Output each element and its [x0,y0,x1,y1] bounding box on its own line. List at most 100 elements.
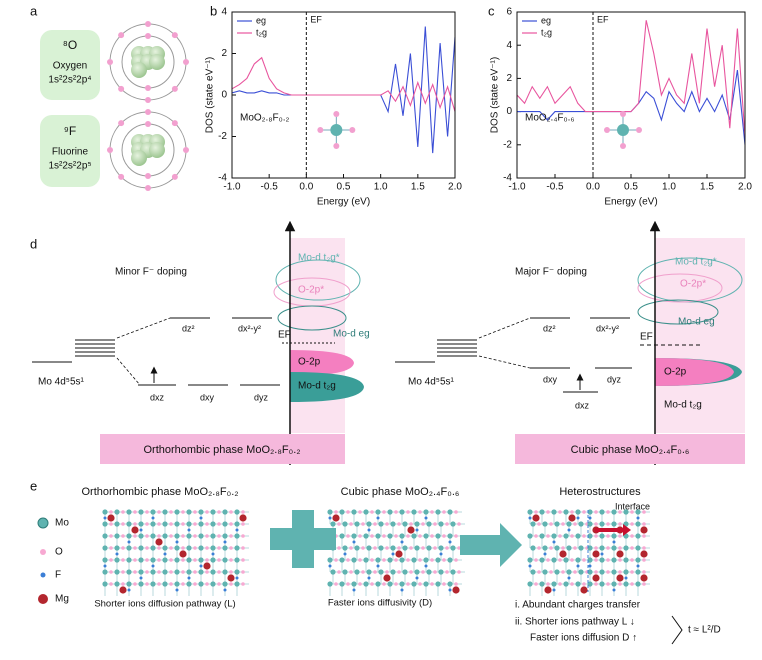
lattice-f [352,540,356,544]
lattice-mg [227,574,235,582]
lattice-mo [378,545,384,551]
lattice-o [618,582,622,586]
lattice-mo [363,557,369,563]
lattice-mg [592,550,600,558]
lattice-mo [354,569,360,575]
electron [118,32,125,39]
lattice-o [157,510,161,514]
doping-title: Major F⁻ doping [515,267,587,278]
lattice-o [445,570,449,574]
lattice-f [600,552,604,556]
lattice-f [376,564,380,568]
lattice-mo [402,569,408,575]
band-label: Mo-d eɡ [333,329,370,340]
lattice-mo [611,557,617,563]
x-tick-label: 0.0 [299,182,313,193]
lattice-mo [174,545,180,551]
lattice-mo [575,557,581,563]
lattice-f [367,528,371,532]
lattice-o [606,558,610,562]
band-background [655,238,745,433]
lattice-f [588,564,592,568]
lattice-mo [138,533,144,539]
atom-icons [107,21,189,191]
lattice-o [193,534,197,538]
lattice-mo [530,521,536,527]
lattice-o [346,510,350,514]
lattice-o [418,558,422,562]
lattice-mo [102,569,108,575]
lattice-o [549,522,553,526]
band-o2p [290,350,354,376]
lattice-o [217,534,221,538]
level-label: dxy [543,374,558,384]
lattice-mo [222,569,228,575]
lattice-mo [351,533,357,539]
level-label: dx²-y² [596,323,619,333]
lattice-mo [186,533,192,539]
dos-charts: -1.0 -0.5 0.0 0.5 1.0 1.5 2.0 -4 -2 0 2 4 eɡ t₂ɡ EF Ene… [205,7,753,208]
level-label: dyz [607,374,622,384]
lattice-mo [351,581,357,587]
lattice-o [241,558,245,562]
band-outline [277,305,347,331]
panel-label: b [210,3,217,18]
lattice-mo [587,557,593,563]
lattice-o [217,510,221,514]
lattice-o [205,534,209,538]
lattice-mo [435,581,441,587]
atomic-config: Mo 4d⁵5s¹ [408,377,455,388]
lattice-mg [119,586,127,594]
atom-symbol: ⁸O [63,38,77,52]
level-label: dx²-y² [238,323,261,333]
lattice-mo [126,581,132,587]
lattice-o [157,546,161,550]
lattice-o [169,534,173,538]
lattice-mo [438,569,444,575]
lattice-o [642,570,646,574]
lattice-mg [332,514,340,522]
lattice-mo [102,545,108,551]
legend-f [40,572,46,578]
atom-name: Oxygen [53,61,87,72]
lattice-mo [102,557,108,563]
lattice-o [349,522,353,526]
lattice-f [115,552,119,556]
lattice-mo [150,509,156,515]
lattice-mo [351,509,357,515]
lattice-f [328,564,332,568]
lattice-o [570,582,574,586]
lattice-mo [399,533,405,539]
lattice-mo [174,557,180,563]
lattice-mo [423,533,429,539]
lattice-o [181,546,185,550]
lattice-o [334,558,338,562]
lattice-mo [539,581,545,587]
lattice-mo [354,521,360,527]
legend-o [40,549,46,555]
lattice-mo [635,533,641,539]
lattice-mo [551,557,557,563]
lattice-o [361,546,365,550]
panel-label: d [30,236,37,251]
lattice-o [370,534,374,538]
lattice-mo [527,557,533,563]
electron [118,120,125,127]
lattice-mo [575,533,581,539]
lattice-o [169,582,173,586]
lattice-o [421,546,425,550]
lattice-o [454,558,458,562]
band-outline [275,259,361,301]
lattice-mo [162,521,168,527]
x-tick-label: -1.0 [508,182,526,193]
lattice-mo [375,509,381,515]
lattice-mo [423,509,429,515]
lattice-mo [102,581,108,587]
lattice-o [630,582,634,586]
lattice-mo [402,545,408,551]
lattice-mo [330,569,336,575]
lattice-o [430,534,434,538]
phase-label: Cubic phase MoO₂.₄F₀.₆ [571,444,690,456]
lattice-mo [327,509,333,515]
lattice-mo [162,509,168,515]
